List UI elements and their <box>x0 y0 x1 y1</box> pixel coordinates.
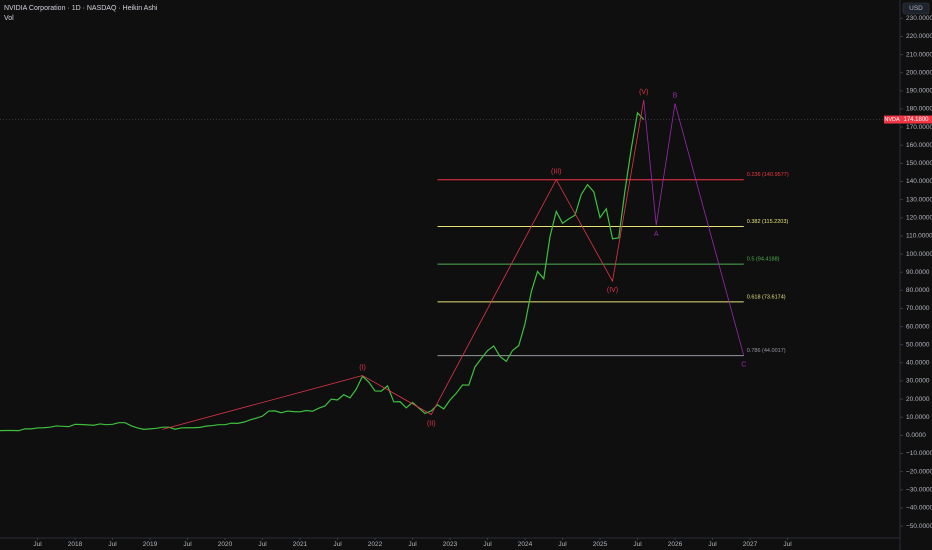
symbol-box <box>884 115 900 124</box>
x-tick-label: Jul <box>708 541 717 548</box>
y-tick-label: 60.0000 <box>906 323 930 330</box>
wave-label: (V) <box>639 89 648 96</box>
y-tick-label: 190.0000 <box>906 88 932 95</box>
wave-line <box>643 99 745 356</box>
symbol-label: NVDA <box>884 117 900 123</box>
x-tick-label: Jul <box>258 541 267 548</box>
y-tick-label: −10.0000 <box>906 450 932 457</box>
y-tick-label: 210.0000 <box>906 51 932 58</box>
wave-label: C <box>741 361 746 368</box>
chart-title: NVIDIA Corporation · 1D · NASDAQ · Heiki… <box>4 5 158 12</box>
y-tick-label: 0.0000 <box>906 432 926 439</box>
x-tick-label: 2018 <box>68 541 83 548</box>
x-tick-label: 2019 <box>143 541 158 548</box>
x-tick-label: Jul <box>108 541 117 548</box>
volume-label: Vol <box>4 15 14 22</box>
y-tick-label: −20.0000 <box>906 468 932 475</box>
x-tick-label: Jul <box>633 541 642 548</box>
fib-label: 0.236 (140.9577) <box>747 172 789 178</box>
wave-label: (III) <box>551 169 562 176</box>
last-price-box <box>900 115 932 124</box>
x-tick-label: Jul <box>33 541 42 548</box>
fib-label: 0.382 (115.2203) <box>747 219 789 225</box>
x-tick-label: 2026 <box>668 541 683 548</box>
y-tick-label: 170.0000 <box>906 124 932 131</box>
wave-line <box>162 99 645 430</box>
y-tick-label: 110.0000 <box>906 233 932 240</box>
y-tick-label: −30.0000 <box>906 486 932 493</box>
y-tick-label: 150.0000 <box>906 160 932 167</box>
y-tick-label: 50.0000 <box>906 341 930 348</box>
x-tick-label: 2020 <box>218 541 233 548</box>
y-tick-label: 40.0000 <box>906 360 930 367</box>
last-price-label: 174.1800 <box>903 117 929 123</box>
y-tick-label: −50.0000 <box>906 523 932 530</box>
x-tick-label: Jul <box>183 541 192 548</box>
y-tick-label: −40.0000 <box>906 505 932 512</box>
currency: USD <box>909 5 923 12</box>
plot-area: 0.236 (140.9577) 0.382 (115.2203) 0.5 (94.… <box>0 89 900 432</box>
wave-label: (I) <box>359 364 366 371</box>
y-tick-label: 230.0000 <box>906 15 932 22</box>
currency-box[interactable] <box>902 2 930 15</box>
y-tick-label: 90.0000 <box>906 269 930 276</box>
x-tick-label: 2027 <box>743 541 758 548</box>
y-tick-label: 140.0000 <box>906 178 932 185</box>
y-tick-label: 10.0000 <box>906 414 930 421</box>
fib-label: 0.618 (73.6174) <box>747 294 786 300</box>
x-tick-label: 2021 <box>293 541 308 548</box>
y-tick-label: 70.0000 <box>906 305 930 312</box>
y-tick-label: 120.0000 <box>906 214 932 221</box>
x-tick-label: 2022 <box>368 541 383 548</box>
y-tick-label: 180.0000 <box>906 106 932 113</box>
x-tick-label: Jul <box>558 541 567 548</box>
y-tick-label: 200.0000 <box>906 69 932 76</box>
wave-label: A <box>654 231 659 238</box>
x-tick-label: 2024 <box>518 541 533 548</box>
wave-label: (II) <box>427 420 436 427</box>
price-line <box>0 111 645 432</box>
fib-label: 0.786 (44.0017) <box>747 348 786 354</box>
x-tick-label: Jul <box>783 541 792 548</box>
y-tick-label: 80.0000 <box>906 287 930 294</box>
y-tick-label: 30.0000 <box>906 378 930 385</box>
x-tick-label: Jul <box>333 541 342 548</box>
y-tick-label: 20.0000 <box>906 396 930 403</box>
wave-label: (IV) <box>607 287 618 294</box>
x-tick-label: 2025 <box>593 541 608 548</box>
x-tick-label: Jul <box>408 541 417 548</box>
x-tick-label: Jul <box>483 541 492 548</box>
x-tick-label: 2023 <box>443 541 458 548</box>
fib-label: 0.5 (94.4188) <box>747 257 780 263</box>
y-tick-label: 160.0000 <box>906 142 932 149</box>
y-tick-label: 130.0000 <box>906 196 932 203</box>
price-axis-bg <box>900 0 932 550</box>
wave-label: B <box>673 92 678 99</box>
y-tick-label: 220.0000 <box>906 33 932 40</box>
y-tick-label: 100.0000 <box>906 251 932 258</box>
